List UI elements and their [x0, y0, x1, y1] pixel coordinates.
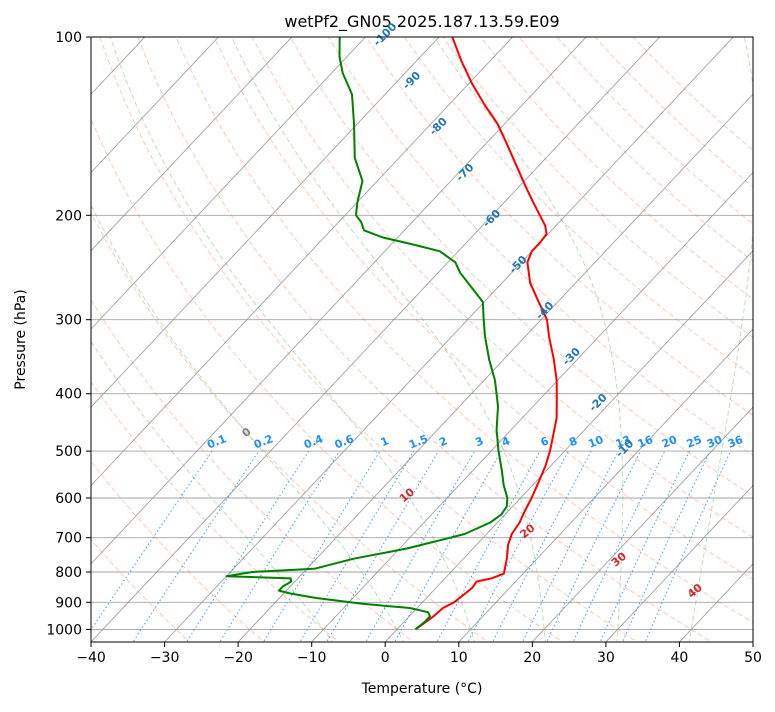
x-tick-label: −40 — [76, 650, 106, 666]
y-tick-label: 800 — [55, 565, 82, 581]
mixing-ratio-line — [299, 451, 414, 644]
y-axis-label: Pressure (hPa) — [13, 289, 29, 389]
frost-point-label: -40 — [533, 299, 556, 322]
frost-point-label: -80 — [427, 115, 450, 138]
frost-point-label: -70 — [453, 161, 476, 184]
dry-adiabat — [519, 37, 775, 644]
y-tick-label: 900 — [55, 595, 82, 611]
frost-point-label: -90 — [400, 69, 423, 92]
moist-adiabat-label: 10 — [397, 485, 417, 505]
mixing-ratio-label: 20 — [660, 433, 679, 451]
mixing-ratio-label: 1 — [379, 434, 391, 449]
mixing-ratio-line — [599, 451, 690, 644]
y-tick-label: 400 — [55, 387, 82, 403]
y-tick-label: 1000 — [46, 622, 82, 638]
isotherm — [751, 24, 775, 645]
frost-point-label: -20 — [587, 391, 610, 414]
isotherm — [0, 24, 10, 645]
x-tick-label: 50 — [744, 650, 762, 666]
dry-adiabat — [24, 37, 492, 644]
isotherm — [0, 24, 525, 645]
moist-adiabat-label: 40 — [685, 581, 705, 601]
isotherm — [89, 24, 672, 645]
mixing-ratio-line — [185, 451, 309, 644]
y-tick-label: 500 — [55, 444, 82, 460]
mixing-ratio-line — [467, 451, 569, 644]
profile-lines — [226, 37, 556, 629]
plot-frame — [91, 37, 753, 642]
x-tick-label: −10 — [297, 650, 327, 666]
isotherm — [677, 24, 775, 645]
x-tick-label: 0 — [381, 650, 390, 666]
isotherm — [309, 24, 775, 645]
x-tick-label: 10 — [450, 650, 468, 666]
moist-adiabat-label: 20 — [518, 521, 538, 541]
isotherm — [0, 24, 451, 645]
mixing-ratio-label: 30 — [705, 433, 724, 451]
mixing-ratio-line — [546, 451, 641, 644]
mixing-ratio-label: 0.6 — [333, 432, 356, 451]
mixing-ratio-label: 36 — [726, 433, 745, 451]
x-tick-label: −30 — [150, 650, 180, 666]
isotherm — [162, 24, 745, 645]
x-axis-label: Temperature (°C) — [361, 681, 483, 697]
isotherm — [0, 24, 231, 645]
y-tick-label: 600 — [55, 491, 82, 507]
mixing-ratio-label: 1.5 — [407, 432, 430, 451]
dry-adiabat — [214, 37, 775, 644]
mixing-ratio-line — [644, 451, 730, 644]
mixing-ratio-label: 2 — [437, 434, 449, 449]
x-tick-label: 20 — [523, 650, 541, 666]
x-tick-label: 30 — [597, 650, 615, 666]
mixing-ratio-line — [218, 451, 339, 644]
mixing-ratio-label: 6 — [539, 434, 551, 449]
mixing-ratio-label: 16 — [636, 433, 655, 451]
y-tick-label: 700 — [55, 531, 82, 547]
mixing-ratio-label: 0.1 — [205, 432, 228, 451]
x-tick-label: −20 — [223, 650, 253, 666]
mixing-ratio-line — [572, 451, 665, 644]
y-tick-label: 100 — [55, 30, 82, 46]
dry-adiabat — [481, 37, 775, 644]
mixing-ratio-line — [365, 451, 475, 644]
moist-adiabat-label: 30 — [609, 549, 629, 569]
isotherm — [0, 24, 378, 645]
dry-adiabat — [100, 37, 641, 644]
mixing-ratio-label: 3 — [473, 434, 485, 449]
moist-adiabat — [30, 37, 405, 644]
mixing-ratio-label: 25 — [685, 433, 704, 451]
moist-adiabat — [689, 37, 757, 644]
isotherm — [530, 24, 775, 645]
mixing-ratio-line — [131, 451, 258, 644]
moist-adiabat — [110, 37, 475, 644]
mixing-ratio-line — [521, 451, 618, 644]
dry-adiabat — [290, 37, 775, 644]
frost-point-label: -30 — [560, 345, 583, 368]
dewpoint-line — [226, 37, 507, 629]
y-tick-label: 200 — [55, 208, 82, 224]
mixing-ratio-line — [325, 451, 438, 644]
moist-adiabat-label: 0 — [239, 425, 253, 440]
mixing-ratio-line — [81, 451, 212, 644]
mixing-ratio-label: 10 — [586, 433, 605, 451]
mixing-ratio-label: 0.2 — [252, 432, 275, 451]
x-tick-label: 40 — [670, 650, 688, 666]
y-tick-label: 300 — [55, 313, 82, 329]
isotherm — [457, 24, 775, 645]
chart-title: wetPf2_GN05.2025.187.13.59.E09 — [284, 12, 559, 32]
isotherm — [604, 24, 775, 645]
isotherm — [15, 24, 598, 645]
mixing-ratio-line — [262, 451, 380, 644]
frost-point-label: -60 — [480, 207, 503, 230]
